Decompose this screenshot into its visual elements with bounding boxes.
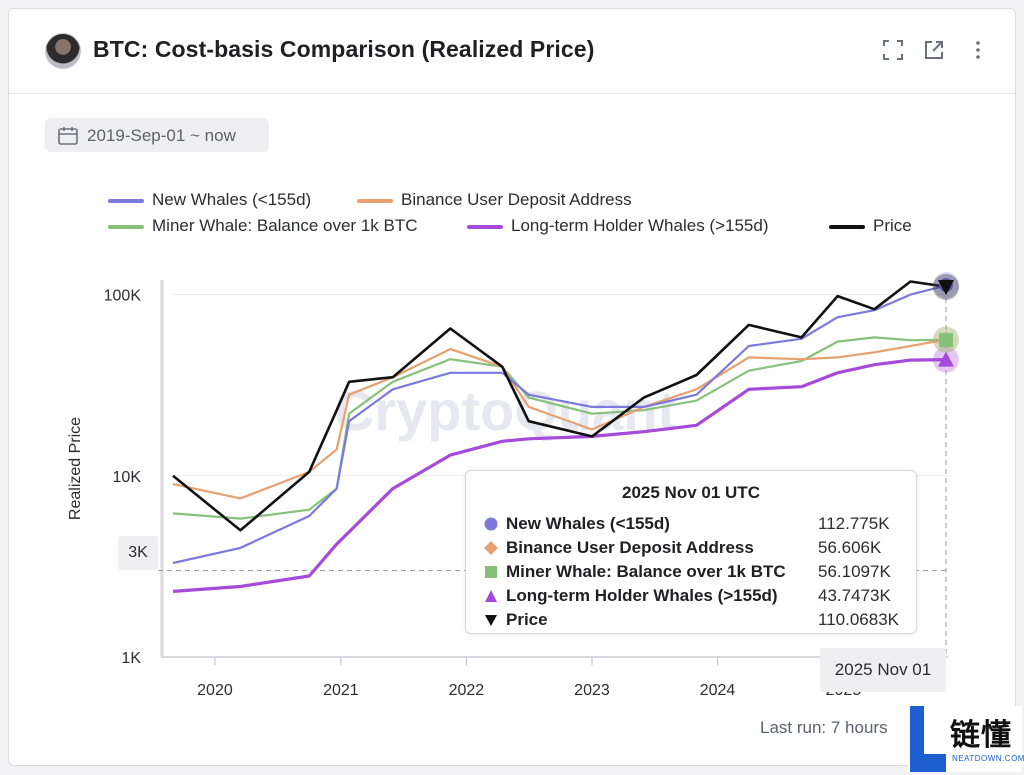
x-tick-label: 2024: [700, 682, 736, 699]
neatdown-badge: 链懂 NEATDOWN.COM: [908, 706, 1024, 772]
y-tick-label: 10K: [113, 469, 142, 486]
calendar-icon: [58, 127, 78, 145]
triangle-down-marker-icon: [485, 615, 497, 626]
x-tick-label: 2022: [449, 682, 485, 699]
triangle-marker-icon: [485, 590, 497, 602]
x-tick-label: 2021: [323, 682, 359, 699]
crosshair-x-label: 2025 Nov 01: [820, 648, 946, 692]
chart-tooltip: 2025 Nov 01 UTC New Whales (<155d) 112.7…: [465, 470, 917, 634]
crosshair-y-label: 3K: [118, 536, 158, 570]
series-line-price: [172, 280, 949, 532]
legend-swatch-lth-whales: [467, 225, 503, 229]
tooltip-row-lth-whales: Long-term Holder Whales (>155d) 43.7473K: [484, 586, 904, 608]
x-tick-label: 2020: [197, 682, 233, 699]
date-range-label: 2019-Sep-01 ~ now: [87, 126, 236, 145]
tooltip-row-binance-deposit: Binance User Deposit Address 56.606K: [484, 538, 904, 560]
tooltip-date: 2025 Nov 01 UTC: [622, 483, 760, 502]
date-range-picker[interactable]: 2019-Sep-01 ~ now: [45, 118, 269, 152]
chart-card: BTC: Cost-basis Comparison (Realized Pri…: [8, 8, 1016, 766]
chart-title: BTC: Cost-basis Comparison (Realized Pri…: [93, 36, 595, 62]
series-line-binance-user-deposit-address: [172, 338, 949, 500]
legend-swatch-new-whales: [108, 199, 144, 203]
series-endpoint-marker: [938, 280, 954, 296]
series-endpoint-marker: [939, 333, 953, 348]
legend-swatch-binance-deposit: [357, 199, 393, 203]
series-endpoint-marker: [938, 351, 954, 367]
badge-text: 链懂: [950, 718, 1012, 753]
expand-icon[interactable]: [882, 39, 904, 61]
legend-swatch-price: [829, 225, 865, 229]
badge-subtext: NEATDOWN.COM: [952, 754, 1024, 763]
last-run-label: Last run: 7 hours: [760, 718, 888, 737]
neatdown-logo-icon: [910, 706, 946, 772]
square-marker-icon: [485, 566, 497, 578]
author-avatar[interactable]: [45, 33, 81, 69]
tooltip-row-miner-whale: Miner Whale: Balance over 1k BTC 56.1097…: [484, 562, 904, 584]
more-vert-icon[interactable]: [967, 39, 989, 61]
legend-swatch-miner-whale: [108, 225, 144, 229]
tooltip-row-price: Price 110.0683K: [484, 610, 904, 632]
y-axis-title: Realized Price: [67, 417, 84, 520]
series-line-long-term-holder-whales-155d: [172, 358, 949, 593]
y-tick-label: 100K: [104, 288, 142, 305]
tooltip-row-new-whales: New Whales (<155d) 112.775K: [484, 514, 904, 536]
circle-marker-icon: [484, 517, 498, 531]
series-line-new-whales-155d: [172, 284, 949, 565]
x-tick-label: 2023: [574, 682, 610, 699]
diamond-marker-icon: [484, 541, 498, 555]
y-tick-label: 1K: [121, 650, 141, 667]
external-link-icon[interactable]: [923, 39, 945, 61]
card-header: BTC: Cost-basis Comparison (Realized Pri…: [9, 9, 1015, 94]
